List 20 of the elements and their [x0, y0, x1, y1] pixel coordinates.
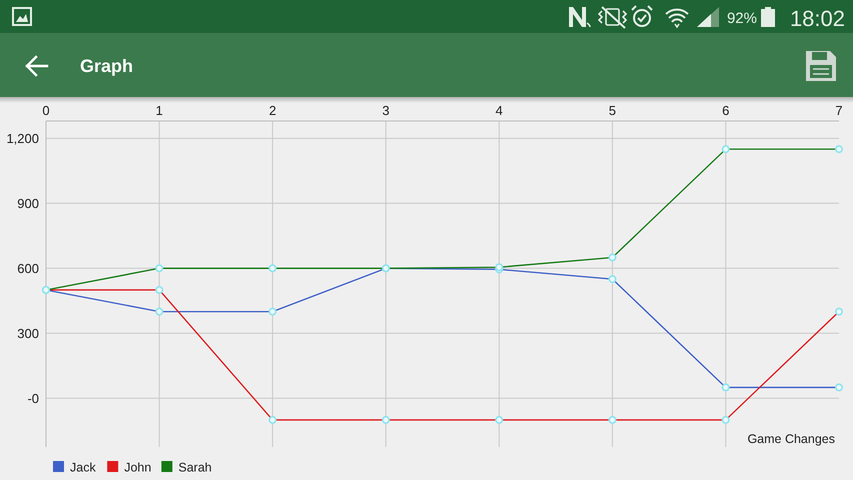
- chart-title: Graph: [80, 56, 134, 76]
- x-tick-label: 2: [268, 103, 276, 118]
- y-tick-label: 1,200: [6, 130, 39, 146]
- x-tick-label: 6: [722, 103, 730, 118]
- text: 92%: [726, 10, 757, 27]
- legend-label: Jack: [70, 460, 96, 474]
- text: 18:02: [790, 6, 845, 31]
- y-tick-label: 900: [17, 196, 39, 211]
- legend-label: John: [124, 460, 152, 474]
- x-tick-label: 5: [608, 103, 616, 118]
- y-tick-label: -0: [27, 390, 39, 406]
- y-tick-label: 600: [17, 260, 39, 276]
- legend-label: Sarah: [178, 460, 212, 474]
- x-tick-label: 4: [496, 103, 503, 118]
- x-tick-label: 3: [382, 103, 390, 118]
- x-tick-label: 7: [835, 103, 843, 118]
- y-tick-label: 300: [17, 326, 39, 341]
- x-tick-label: 1: [156, 103, 163, 118]
- x-axis-title: Game Changes: [747, 432, 835, 446]
- x-tick-label: 0: [42, 103, 50, 118]
